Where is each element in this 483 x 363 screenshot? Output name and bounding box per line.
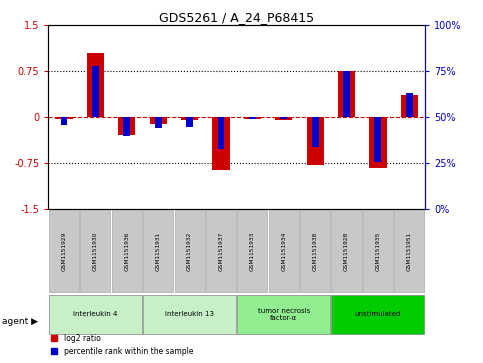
Bar — [244, 117, 261, 119]
Bar — [406, 94, 413, 117]
Text: GSM1151931: GSM1151931 — [156, 232, 161, 271]
FancyBboxPatch shape — [331, 210, 362, 292]
Bar — [374, 117, 382, 162]
Bar — [280, 117, 287, 119]
FancyBboxPatch shape — [237, 210, 268, 292]
Text: GSM1151951: GSM1151951 — [407, 232, 412, 271]
FancyBboxPatch shape — [143, 210, 173, 292]
Bar — [401, 95, 418, 117]
Legend: log2 ratio, percentile rank within the sample: log2 ratio, percentile rank within the s… — [48, 331, 196, 359]
Text: GSM1151938: GSM1151938 — [313, 232, 318, 271]
Bar — [307, 117, 324, 165]
Text: tumor necrosis
factor-α: tumor necrosis factor-α — [257, 308, 310, 321]
FancyBboxPatch shape — [237, 295, 330, 334]
Bar — [181, 117, 198, 120]
Bar — [60, 117, 68, 125]
Bar — [92, 66, 99, 117]
FancyBboxPatch shape — [174, 210, 205, 292]
FancyBboxPatch shape — [331, 295, 425, 334]
Bar — [87, 53, 104, 117]
FancyBboxPatch shape — [269, 210, 299, 292]
FancyBboxPatch shape — [394, 210, 425, 292]
Text: interleukin 4: interleukin 4 — [73, 311, 117, 317]
Text: unstimulated: unstimulated — [355, 311, 401, 317]
Title: GDS5261 / A_24_P68415: GDS5261 / A_24_P68415 — [159, 11, 314, 24]
Bar — [150, 117, 167, 123]
Text: GSM1151937: GSM1151937 — [218, 232, 224, 271]
Bar — [56, 117, 72, 119]
Bar — [369, 117, 386, 168]
Bar — [123, 117, 130, 136]
Text: GSM1151928: GSM1151928 — [344, 232, 349, 271]
Bar — [217, 117, 225, 149]
FancyBboxPatch shape — [49, 210, 79, 292]
Text: GSM1151930: GSM1151930 — [93, 232, 98, 271]
Bar — [338, 72, 355, 117]
FancyBboxPatch shape — [80, 210, 111, 292]
Text: GSM1151929: GSM1151929 — [61, 232, 67, 271]
Text: GSM1151935: GSM1151935 — [375, 232, 381, 271]
Text: agent ▶: agent ▶ — [2, 317, 39, 326]
Text: GSM1151933: GSM1151933 — [250, 232, 255, 271]
Bar — [155, 117, 162, 129]
Bar — [213, 117, 229, 170]
Bar — [343, 72, 350, 117]
Bar — [249, 117, 256, 119]
Text: GSM1151934: GSM1151934 — [281, 232, 286, 271]
Text: interleukin 13: interleukin 13 — [165, 311, 214, 317]
Bar — [186, 117, 193, 127]
Bar — [275, 117, 292, 121]
Bar — [118, 117, 135, 135]
FancyBboxPatch shape — [112, 210, 142, 292]
Bar — [312, 117, 319, 147]
FancyBboxPatch shape — [300, 210, 330, 292]
Text: GSM1151936: GSM1151936 — [124, 232, 129, 271]
FancyBboxPatch shape — [206, 210, 236, 292]
FancyBboxPatch shape — [143, 295, 236, 334]
Text: GSM1151932: GSM1151932 — [187, 232, 192, 271]
FancyBboxPatch shape — [49, 295, 142, 334]
FancyBboxPatch shape — [363, 210, 393, 292]
